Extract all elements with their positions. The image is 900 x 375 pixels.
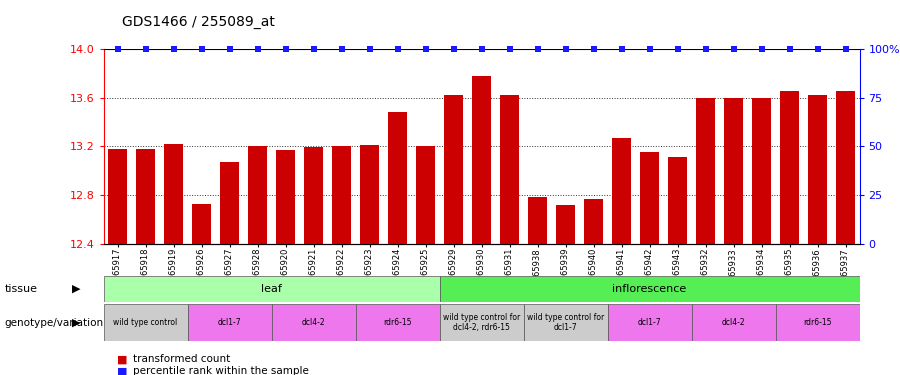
- Bar: [808, 95, 826, 244]
- Text: tissue: tissue: [4, 284, 38, 294]
- Bar: [439, 276, 860, 302]
- Bar: [697, 98, 715, 244]
- Bar: [360, 145, 379, 244]
- Bar: [304, 147, 322, 244]
- Text: percentile rank within the sample: percentile rank within the sample: [133, 366, 309, 375]
- Bar: [445, 95, 463, 244]
- Bar: [612, 138, 631, 244]
- Bar: [776, 304, 859, 341]
- Bar: [608, 304, 691, 341]
- Bar: [104, 276, 439, 302]
- Text: ■: ■: [117, 354, 128, 364]
- Text: rdr6-15: rdr6-15: [803, 318, 832, 327]
- Text: dcl4-2: dcl4-2: [722, 318, 745, 327]
- Text: transformed count: transformed count: [133, 354, 230, 364]
- Bar: [417, 146, 435, 244]
- Text: dcl1-7: dcl1-7: [218, 318, 241, 327]
- Bar: [500, 95, 518, 244]
- Bar: [332, 146, 351, 244]
- Text: wild type control for
dcl4-2, rdr6-15: wild type control for dcl4-2, rdr6-15: [443, 313, 520, 332]
- Bar: [165, 144, 183, 244]
- Bar: [193, 204, 211, 244]
- Bar: [836, 92, 855, 244]
- Bar: [641, 152, 659, 244]
- Bar: [272, 304, 356, 341]
- Text: dcl4-2: dcl4-2: [302, 318, 325, 327]
- Bar: [472, 76, 490, 244]
- Text: dcl1-7: dcl1-7: [638, 318, 662, 327]
- Bar: [556, 205, 574, 244]
- Bar: [137, 149, 155, 244]
- Bar: [524, 304, 608, 341]
- Bar: [752, 98, 770, 244]
- Bar: [356, 304, 439, 341]
- Bar: [248, 146, 266, 244]
- Bar: [389, 112, 407, 244]
- Bar: [584, 199, 603, 244]
- Text: genotype/variation: genotype/variation: [4, 318, 104, 327]
- Text: wild type control: wild type control: [113, 318, 177, 327]
- Bar: [108, 149, 127, 244]
- Bar: [528, 198, 546, 244]
- Bar: [724, 98, 742, 244]
- Bar: [691, 304, 776, 341]
- Text: wild type control for
dcl1-7: wild type control for dcl1-7: [526, 313, 604, 332]
- Text: rdr6-15: rdr6-15: [383, 318, 412, 327]
- Text: leaf: leaf: [261, 284, 282, 294]
- Text: inflorescence: inflorescence: [612, 284, 687, 294]
- Bar: [276, 150, 294, 244]
- Text: ▶: ▶: [72, 284, 81, 294]
- Bar: [439, 304, 524, 341]
- Text: GDS1466 / 255089_at: GDS1466 / 255089_at: [122, 15, 274, 29]
- Text: ■: ■: [117, 366, 128, 375]
- Bar: [669, 157, 687, 244]
- Bar: [780, 92, 798, 244]
- Bar: [104, 304, 187, 341]
- Bar: [187, 304, 272, 341]
- Bar: [220, 162, 238, 244]
- Text: ▶: ▶: [72, 318, 81, 327]
